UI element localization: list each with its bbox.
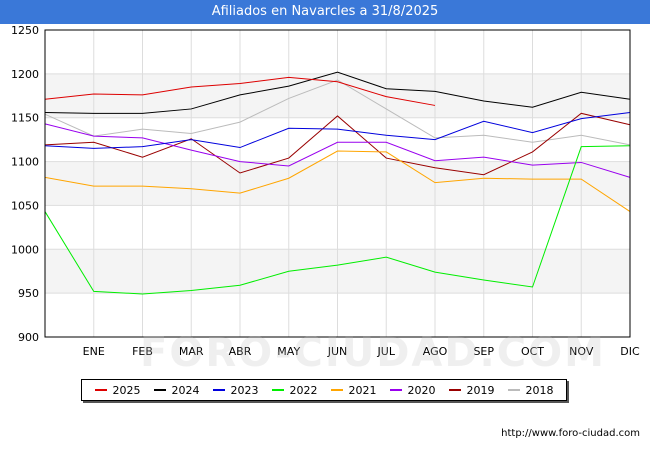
y-tick-label: 900 [18, 331, 39, 344]
watermark: FORO-CIUDAD.COM [140, 330, 606, 376]
series-line-2020 [44, 123, 631, 178]
legend-swatch [389, 389, 402, 391]
legend-swatch [448, 389, 461, 391]
legend-swatch [212, 389, 225, 391]
series-line-2024 [44, 71, 631, 114]
x-tick-label: SEP [473, 345, 494, 358]
legend-swatch [94, 389, 107, 391]
x-tick-label: DIC [620, 345, 640, 358]
x-tick-label: JUL [377, 345, 396, 358]
x-tick-label: OCT [521, 345, 544, 358]
x-tick-label: FEB [132, 345, 153, 358]
series-line-2022 [44, 145, 631, 295]
series-line-2025 [44, 76, 436, 106]
legend-swatch [271, 389, 284, 391]
legend-label: 2019 [466, 383, 495, 397]
legend-item-2023: 2023 [212, 383, 259, 397]
y-tick-label: 1150 [11, 112, 39, 125]
x-tick-label: JUN [327, 345, 348, 358]
x-tick-label: MAY [277, 345, 300, 358]
x-tick-label: MAR [179, 345, 204, 358]
legend-item-2019: 2019 [448, 383, 495, 397]
series-line-2019 [44, 112, 631, 176]
legend-item-2025: 2025 [94, 383, 141, 397]
legend-label: 2025 [112, 383, 141, 397]
legend-label: 2024 [171, 383, 200, 397]
series-line-2018 [44, 79, 631, 146]
legend-label: 2023 [230, 383, 259, 397]
legend: 2025 2024 2023 2022 2021 2020 2019 2018 [81, 379, 567, 401]
series-line-2021 [44, 150, 631, 212]
legend-label: 2020 [407, 383, 436, 397]
x-tick-label: AGO [423, 345, 448, 358]
legend-item-2018: 2018 [507, 383, 554, 397]
legend-item-2022: 2022 [271, 383, 318, 397]
series-line-2023 [44, 111, 631, 149]
legend-swatch [330, 389, 343, 391]
legend-label: 2021 [348, 383, 377, 397]
legend-item-2024: 2024 [153, 383, 200, 397]
chart-title: Afiliados en Navarcles a 31/8/2025 [0, 0, 650, 24]
x-tick-label: ABR [229, 345, 252, 358]
y-tick-label: 1050 [11, 199, 39, 212]
x-tick-label: NOV [569, 345, 594, 358]
legend-swatch [153, 389, 166, 391]
plot-border [44, 29, 631, 338]
legend-label: 2018 [525, 383, 554, 397]
y-tick-label: 950 [18, 287, 39, 300]
legend-item-2020: 2020 [389, 383, 436, 397]
x-tick-label: ENE [83, 345, 105, 358]
legend-item-2021: 2021 [330, 383, 377, 397]
y-tick-label: 1000 [11, 243, 39, 256]
y-tick-label: 1200 [11, 68, 39, 81]
source-link[interactable]: http://www.foro-ciudad.com [501, 428, 640, 439]
legend-label: 2022 [289, 383, 318, 397]
legend-swatch [507, 389, 520, 391]
y-tick-label: 1250 [11, 24, 39, 37]
y-tick-label: 1100 [11, 156, 39, 169]
